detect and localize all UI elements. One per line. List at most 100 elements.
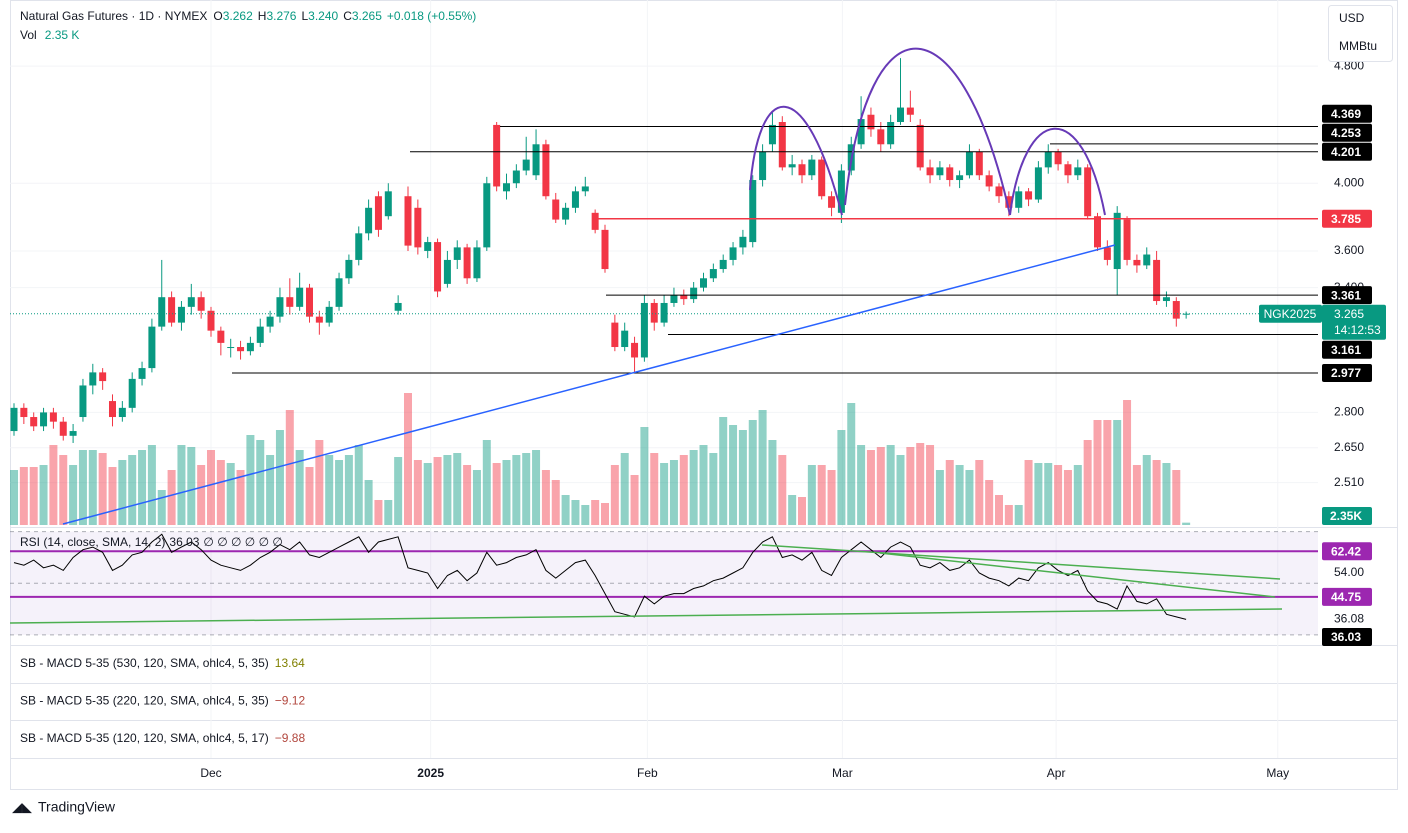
volume-bar <box>177 445 186 525</box>
candle-body <box>1123 219 1131 260</box>
macd-name: SB - MACD 5-35 (530, 120, SMA, ohlc4, 5,… <box>20 656 269 670</box>
candle-body <box>1044 151 1052 168</box>
volume-bar <box>492 463 501 525</box>
volume-bar <box>453 453 462 525</box>
volume-bar <box>847 403 856 525</box>
volume-bar <box>128 455 137 525</box>
candle-body <box>256 326 264 343</box>
volume-bar <box>896 455 905 525</box>
candle-body <box>512 170 520 184</box>
volume-bar <box>906 447 915 525</box>
price-label: 3.265 <box>1334 307 1364 321</box>
candle-body <box>315 316 323 323</box>
volume-bar <box>857 445 866 525</box>
candle-body <box>798 164 806 176</box>
level-label-box <box>1322 142 1372 161</box>
key: C <box>343 9 352 23</box>
volume-axis-label: 2.35K <box>1330 509 1362 523</box>
volume-bar <box>758 410 767 525</box>
low-value: 3.240 <box>308 9 338 23</box>
volume-bar <box>650 453 659 525</box>
y-tick-label: 4.000 <box>1334 175 1364 189</box>
currency[interactable]: USD <box>1339 11 1365 25</box>
volume-bar <box>29 467 38 525</box>
candle-body <box>463 247 471 279</box>
axes: Dec2025FebMarAprMay4.8004.0003.6003.4002… <box>20 58 1386 780</box>
candle-body <box>670 295 678 303</box>
candle-body <box>217 330 225 343</box>
candle-body <box>266 316 274 327</box>
macd-legend: SB - MACD 5-35 (220, 120, SMA, ohlc4, 5,… <box>20 694 305 708</box>
candle-body <box>59 421 67 436</box>
chart-frame <box>10 0 1398 790</box>
volume-bar <box>935 470 944 525</box>
level-label: 4.369 <box>1331 107 1361 121</box>
candle-body <box>778 122 786 168</box>
symbol-box <box>1259 304 1322 323</box>
candle-body <box>443 259 451 284</box>
volume-bar <box>1103 420 1112 525</box>
volume-bar <box>699 445 708 525</box>
volume-bar <box>78 450 87 525</box>
candle-body <box>128 378 136 408</box>
rsi-trend-line <box>761 544 1281 580</box>
volume-bar <box>1152 460 1161 525</box>
candle-body <box>493 124 501 187</box>
rsi-legend: RSI (14, close, SMA, 14, 2) 36.03 ∅ ∅ ∅ ∅ … <box>20 535 283 549</box>
x-tick-label: May <box>1266 766 1289 780</box>
rsi-value: 36.03 <box>169 535 199 549</box>
candle-body <box>20 407 28 418</box>
volume-bar <box>591 500 600 525</box>
candle-body <box>99 372 107 382</box>
candle-body <box>739 236 747 248</box>
volume-bar <box>305 467 314 525</box>
candle-body <box>719 259 727 270</box>
candle-body <box>631 342 639 358</box>
volume-bar <box>404 393 412 525</box>
candle-body <box>611 322 619 348</box>
candle-body <box>187 297 195 307</box>
level-label: 3.361 <box>1331 288 1361 302</box>
candle-body <box>49 412 57 422</box>
volume-bar <box>1063 470 1072 525</box>
candle-body <box>503 183 510 192</box>
candle-body <box>1084 167 1092 217</box>
volume-bar <box>147 445 156 525</box>
volume-bar <box>364 480 373 525</box>
y-tick-label: 2.800 <box>1334 405 1364 419</box>
price-box <box>1322 304 1386 340</box>
volume-bar <box>285 410 294 525</box>
key: O <box>213 9 222 23</box>
volume-bar <box>660 463 669 525</box>
rsi-value-box <box>1322 628 1372 646</box>
volume-bar <box>955 465 964 525</box>
rsi-value-label: 36.03 <box>1331 630 1361 644</box>
volume-bar <box>876 447 885 525</box>
volume-bar <box>817 465 826 525</box>
candle-body <box>542 144 550 197</box>
candle-body <box>1172 301 1180 319</box>
candle-body <box>394 302 402 311</box>
volume-bar <box>502 460 511 525</box>
candle-body <box>660 302 668 323</box>
candle-body <box>197 297 205 311</box>
volume-bar <box>187 447 196 525</box>
volume-bar <box>39 465 48 525</box>
level-label-box <box>1322 286 1372 305</box>
volume-bar <box>394 457 403 525</box>
currency-box[interactable] <box>1328 5 1393 62</box>
candle-body <box>306 287 313 317</box>
x-tick-label: Mar <box>832 766 853 780</box>
unit[interactable]: MMBtu <box>1339 39 1377 53</box>
volume-bar <box>1004 505 1013 525</box>
volume-bar <box>1024 460 1033 525</box>
candle-body <box>453 247 461 260</box>
volume-bar <box>926 445 935 525</box>
y-tick-label: 3.600 <box>1334 243 1364 257</box>
volume-bar <box>216 460 225 525</box>
macd-name: SB - MACD 5-35 (220, 120, SMA, ohlc4, 5,… <box>20 694 269 708</box>
volume-bar <box>19 467 28 525</box>
candle-body <box>355 233 363 260</box>
candle-body <box>345 259 353 279</box>
candle-body <box>640 302 648 358</box>
